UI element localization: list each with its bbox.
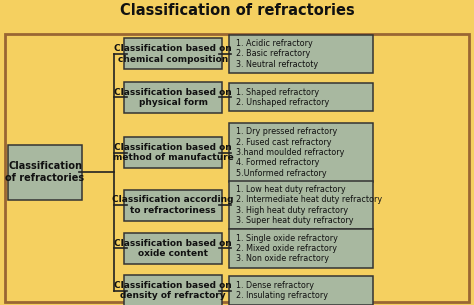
Text: 1. Acidic refractory
2. Basic refractory
3. Neutral refractoty: 1. Acidic refractory 2. Basic refractory…: [236, 39, 318, 69]
FancyBboxPatch shape: [124, 233, 221, 264]
FancyBboxPatch shape: [228, 35, 374, 73]
Text: Classification based on
method of manufacture: Classification based on method of manufa…: [113, 143, 233, 162]
FancyBboxPatch shape: [124, 275, 221, 305]
FancyBboxPatch shape: [124, 190, 221, 221]
FancyBboxPatch shape: [228, 229, 374, 268]
Text: 1. Dry pressed refractory
2. Fused cast refractory
3.hand moulded refractory
4. : 1. Dry pressed refractory 2. Fused cast …: [236, 127, 344, 178]
Text: Classification
of refractories: Classification of refractories: [6, 161, 84, 183]
Text: 1. Single oxide refractory
2. Mixed oxide refractory
3. Non oxide refractory: 1. Single oxide refractory 2. Mixed oxid…: [236, 234, 337, 264]
Text: 1. Dense refractory
2. Insulating refractory: 1. Dense refractory 2. Insulating refrac…: [236, 281, 328, 300]
Text: Classification according
to refractoriness: Classification according to refractorine…: [112, 196, 234, 215]
FancyBboxPatch shape: [9, 145, 82, 200]
FancyBboxPatch shape: [124, 38, 221, 70]
FancyBboxPatch shape: [228, 123, 374, 182]
Text: 1. Shaped refractory
2. Unshaped refractory: 1. Shaped refractory 2. Unshaped refract…: [236, 88, 329, 107]
FancyBboxPatch shape: [228, 181, 374, 229]
Text: Classification based on
oxide content: Classification based on oxide content: [114, 239, 232, 258]
FancyBboxPatch shape: [124, 137, 221, 168]
Text: Classification based on
physical form: Classification based on physical form: [114, 88, 232, 107]
FancyBboxPatch shape: [124, 82, 221, 113]
Text: 1. Low heat duty refractory
2. Intermediate heat duty refractory
3. High heat du: 1. Low heat duty refractory 2. Intermedi…: [236, 185, 382, 225]
FancyBboxPatch shape: [228, 276, 374, 305]
Text: Classification based on
chemical composition: Classification based on chemical composi…: [114, 44, 232, 64]
FancyBboxPatch shape: [228, 83, 374, 112]
Text: Classification based on
density of refractory: Classification based on density of refra…: [114, 281, 232, 300]
Text: Classification of refractories: Classification of refractories: [119, 3, 355, 18]
